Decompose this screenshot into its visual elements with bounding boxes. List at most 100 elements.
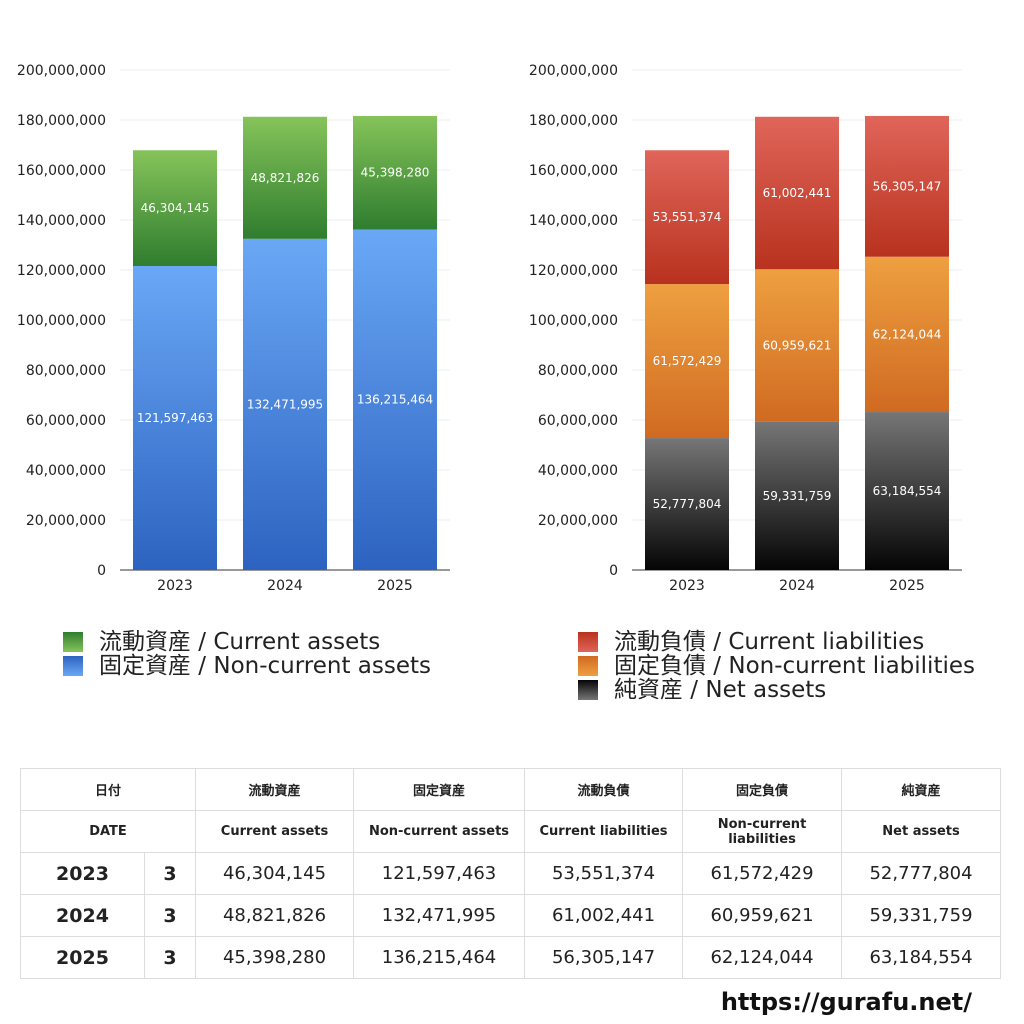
table-row: 2023 3 46,304,145 121,597,463 53,551,374… [20, 852, 1002, 895]
table-cell: 121,597,463 [353, 852, 526, 895]
data-label: 45,398,280 [361, 166, 430, 180]
assets-chart: 0 20,000,000 40,000,000 60,000,000 80,000,00… [17, 63, 450, 594]
bar-segment [645, 284, 729, 439]
x-tick-label: 2025 [377, 578, 413, 594]
table-cell-month: 3 [143, 936, 197, 979]
bar-segment [353, 115, 437, 230]
table-cell: 52,777,804 [841, 852, 1002, 895]
x-tick-label: 2023 [669, 578, 705, 594]
legend-swatch [578, 656, 598, 676]
data-label: 121,597,463 [137, 411, 213, 425]
bar-segment [865, 115, 949, 257]
table-header-cell: 純資産 [841, 768, 1002, 811]
table-cell-month: 3 [143, 894, 197, 937]
legend-swatch [63, 632, 83, 652]
data-label: 52,777,804 [653, 497, 722, 511]
table-cell: 45,398,280 [195, 936, 355, 979]
data-label: 61,002,441 [763, 186, 832, 200]
data-label: 56,305,147 [873, 179, 942, 193]
y-tick-label: 20,000,000 [538, 513, 618, 529]
data-label: 46,304,145 [141, 201, 210, 215]
bar-segment [243, 238, 327, 570]
bar-segment [865, 256, 949, 413]
table-cell: 48,821,826 [195, 894, 355, 937]
legend-label: 純資産 / Net assets [614, 677, 827, 703]
y-tick-label: 100,000,000 [17, 313, 106, 329]
data-label: 59,331,759 [763, 489, 832, 503]
y-tick-label: 20,000,000 [26, 513, 106, 529]
legend-item-net-assets: 純資産 / Net assets [578, 678, 975, 702]
table-cell: 59,331,759 [841, 894, 1002, 937]
y-tick-label: 160,000,000 [17, 163, 106, 179]
table-header-cell: Net assets [841, 810, 1002, 853]
x-tick-label: 2025 [889, 578, 925, 594]
y-tick-label: 180,000,000 [17, 113, 106, 129]
bar-segment [133, 150, 217, 267]
data-label: 61,572,429 [653, 354, 722, 368]
legend-item-current-assets: 流動資産 / Current assets [63, 630, 431, 654]
liabilities-chart: 0 20,000,000 40,000,000 60,000,000 80,000,00… [529, 63, 962, 594]
table-cell: 62,124,044 [682, 936, 843, 979]
table-header-cell: Current assets [195, 810, 355, 853]
table-header-cell: Non-current assets [353, 810, 526, 853]
table-header-cell: 日付 [19, 768, 197, 811]
table-header-cell: 流動負債 [524, 768, 684, 811]
table-cell: 53,551,374 [524, 852, 684, 895]
data-label: 63,184,554 [873, 484, 942, 498]
table-cell: 132,471,995 [353, 894, 526, 937]
legend-swatch [63, 656, 83, 676]
table-cell: 46,304,145 [195, 852, 355, 895]
y-tick-label: 200,000,000 [529, 63, 618, 79]
table-header-cell: Current liabilities [524, 810, 684, 853]
table-cell: 136,215,464 [353, 936, 526, 979]
y-tick-label: 40,000,000 [26, 463, 106, 479]
table-header-cell: 流動資産 [195, 768, 355, 811]
bar-segment [755, 421, 839, 570]
x-tick-label: 2023 [157, 578, 193, 594]
y-tick-label: 60,000,000 [26, 413, 106, 429]
y-tick-label: 60,000,000 [538, 413, 618, 429]
legend-label: 流動負債 / Current liabilities [614, 629, 925, 655]
data-label: 132,471,995 [247, 397, 323, 411]
x-tick-label: 2024 [267, 578, 303, 594]
y-tick-label: 0 [609, 563, 618, 579]
table-cell-year: 2024 [20, 894, 145, 937]
y-tick-label: 120,000,000 [17, 263, 106, 279]
legend-swatch [578, 680, 598, 700]
legend-label: 流動資産 / Current assets [99, 629, 381, 655]
bar-segment [865, 412, 949, 570]
bar-segment [353, 229, 437, 570]
y-tick-label: 140,000,000 [17, 213, 106, 229]
table-header-cell: Non-current liabilities [682, 810, 843, 853]
bar-segment [755, 116, 839, 270]
y-tick-label: 80,000,000 [538, 363, 618, 379]
bar-segment [133, 266, 217, 570]
y-tick-label: 160,000,000 [529, 163, 618, 179]
y-tick-label: 80,000,000 [26, 363, 106, 379]
table-header-jp: 日付 流動資産 固定資産 流動負債 固定負債 純資産 [19, 768, 1002, 811]
legend-item-non-current-liabilities: 固定負債 / Non-current liabilities [578, 654, 975, 678]
table-cell: 61,002,441 [524, 894, 684, 937]
bar-segment [645, 150, 729, 285]
assets-legend: 流動資産 / Current assets 固定資産 / Non-current… [63, 630, 431, 678]
data-label: 62,124,044 [873, 327, 942, 341]
site-url: https://gurafu.net/ [720, 988, 972, 1016]
data-table: 日付 流動資産 固定資産 流動負債 固定負債 純資産 DATE Current … [19, 768, 1002, 979]
y-tick-label: 180,000,000 [529, 113, 618, 129]
y-tick-label: 40,000,000 [538, 463, 618, 479]
table-header-en: DATE Current assets Non-current assets C… [19, 810, 1002, 853]
table-cell-month: 3 [143, 852, 197, 895]
legend-label: 固定資産 / Non-current assets [99, 653, 432, 679]
x-tick-label: 2024 [779, 578, 815, 594]
data-label: 53,551,374 [653, 210, 722, 224]
y-tick-label: 120,000,000 [529, 263, 618, 279]
legend-item-current-liabilities: 流動負債 / Current liabilities [578, 630, 975, 654]
legend-item-non-current-assets: 固定資産 / Non-current assets [63, 654, 431, 678]
bar-segment [645, 438, 729, 570]
table-cell: 56,305,147 [524, 936, 684, 979]
legend-label: 固定負債 / Non-current liabilities [614, 653, 975, 679]
table-header-cell: 固定資産 [353, 768, 526, 811]
legend-swatch [578, 632, 598, 652]
table-header-cell: 固定負債 [682, 768, 843, 811]
y-tick-label: 200,000,000 [17, 63, 106, 79]
